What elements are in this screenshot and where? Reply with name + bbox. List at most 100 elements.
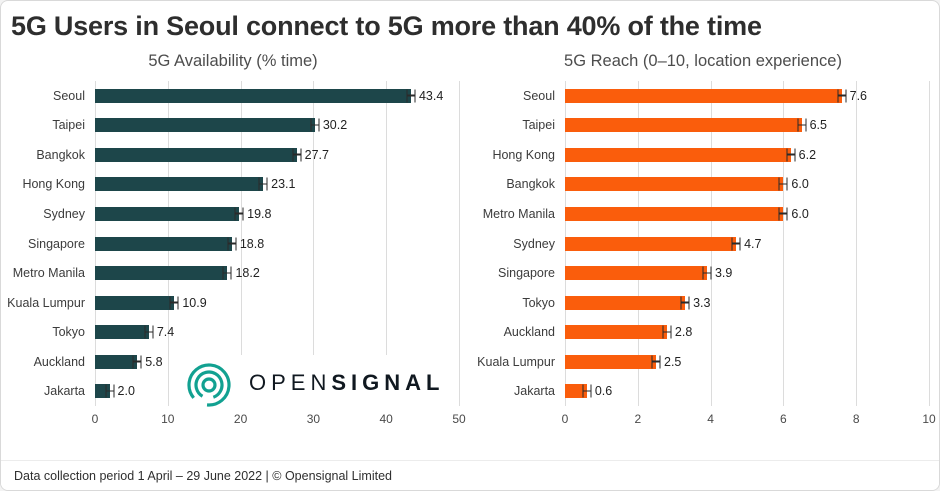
value-label: 23.1 bbox=[271, 177, 296, 192]
error-whisker bbox=[680, 296, 690, 310]
bar bbox=[95, 325, 149, 340]
x-axis: 0 2 4 6 8 10 bbox=[562, 412, 936, 432]
bar-row: 0.6 bbox=[565, 377, 929, 407]
gridline bbox=[459, 80, 460, 407]
x-axis: 0 10 20 30 40 50 bbox=[91, 412, 466, 432]
error-whisker bbox=[258, 177, 268, 191]
bar bbox=[95, 295, 175, 310]
error-whisker bbox=[778, 177, 788, 191]
bar bbox=[95, 354, 138, 369]
tick-label: 2 bbox=[634, 412, 642, 427]
bar-row: 7.6 bbox=[565, 81, 929, 111]
error-whisker bbox=[292, 148, 302, 162]
error-whisker bbox=[105, 384, 115, 398]
bar-row: 6.0 bbox=[565, 170, 929, 200]
value-label: 10.9 bbox=[182, 295, 207, 310]
opensignal-wordmark: OPENSIGNAL bbox=[249, 370, 444, 396]
category-label: Sydney bbox=[43, 206, 85, 221]
error-whisker bbox=[731, 237, 741, 251]
category-label: Kuala Lumpur bbox=[477, 354, 555, 369]
error-whisker bbox=[406, 89, 416, 103]
category-label: Bangkok bbox=[506, 177, 555, 192]
value-label: 5.8 bbox=[145, 354, 163, 369]
bar bbox=[565, 325, 667, 340]
bar bbox=[95, 147, 297, 162]
wordmark-signal: SIGNAL bbox=[331, 370, 445, 395]
page-title: 5G Users in Seoul connect to 5G more tha… bbox=[11, 11, 762, 41]
value-label: 27.7 bbox=[304, 147, 329, 162]
bar bbox=[95, 118, 315, 133]
category-labels: Seoul Taipei Bangkok Hong Kong Sydney Singapo… bbox=[7, 81, 95, 407]
gridline bbox=[856, 80, 858, 407]
bar bbox=[95, 206, 240, 221]
bar-row: 7.4 bbox=[95, 318, 459, 348]
tick-label: 0 bbox=[91, 412, 99, 427]
bar-row: 30.2 bbox=[95, 110, 459, 140]
footer: Data collection period 1 April – 29 June… bbox=[1, 460, 939, 490]
category-label: Metro Manila bbox=[482, 206, 555, 221]
category-label: Singapore bbox=[498, 266, 555, 281]
opensignal-logo: OPENSIGNAL bbox=[177, 355, 451, 411]
bar bbox=[565, 88, 842, 103]
gridline bbox=[240, 80, 242, 407]
category-label: Taipei bbox=[52, 118, 85, 133]
error-whisker bbox=[651, 355, 661, 369]
bar bbox=[95, 266, 228, 281]
gridline bbox=[313, 80, 315, 407]
bar bbox=[565, 295, 686, 310]
bar bbox=[95, 88, 411, 103]
error-whisker bbox=[786, 148, 796, 162]
category-label: Singapore bbox=[28, 236, 85, 251]
bar-row: 2.0 bbox=[95, 377, 459, 407]
value-label: 43.4 bbox=[418, 88, 444, 103]
charts-area: 5G Availability (% time) Seoul Taipei Bang… bbox=[1, 52, 939, 433]
gridline bbox=[386, 80, 388, 407]
bar bbox=[565, 177, 784, 192]
error-whisker bbox=[169, 296, 179, 310]
bar bbox=[565, 206, 784, 221]
bar-row: 6.5 bbox=[565, 110, 929, 140]
value-label: 2.8 bbox=[674, 325, 693, 340]
value-label: 0.6 bbox=[594, 384, 613, 399]
value-label: 7.6 bbox=[849, 88, 868, 103]
value-label: 7.4 bbox=[156, 325, 175, 340]
reach-chart-body: Seoul Taipei Hong Kong Bangkok Metro Manila S… bbox=[477, 80, 930, 407]
category-label: Auckland bbox=[503, 325, 555, 340]
category-label: Auckland bbox=[33, 354, 85, 369]
error-whisker bbox=[778, 207, 788, 221]
category-label: Bangkok bbox=[36, 147, 85, 162]
bar-row: 4.7 bbox=[565, 229, 929, 259]
error-whisker bbox=[662, 325, 672, 339]
bar-row: 5.8 bbox=[95, 347, 459, 377]
error-whisker bbox=[144, 325, 154, 339]
gridline bbox=[929, 80, 930, 407]
value-label: 19.8 bbox=[247, 206, 272, 221]
tick-label: 4 bbox=[707, 412, 714, 427]
bar bbox=[95, 177, 264, 192]
plot-area: 7.6 6.5 6.2 6.0 6.0 4.7 3.9 3.3 2.8 2.5 0.6 bbox=[565, 80, 930, 407]
bar-row: 2.5 bbox=[565, 347, 929, 377]
error-whisker bbox=[837, 89, 847, 103]
value-label: 6.5 bbox=[809, 118, 827, 133]
category-label: Jakarta bbox=[44, 384, 85, 399]
error-whisker bbox=[310, 118, 320, 132]
tick-label: 8 bbox=[852, 412, 860, 427]
plot-area: 43.4 30.2 27.7 23.1 19.8 18.8 18.2 10.9 7.4 5.8 2.… bbox=[95, 80, 460, 407]
tick-label: 10 bbox=[161, 412, 175, 427]
error-whisker bbox=[132, 355, 142, 369]
availability-chart: 5G Availability (% time) Seoul Taipei Bang… bbox=[7, 52, 466, 433]
value-label: 18.2 bbox=[235, 266, 260, 281]
bar-rows: 43.4 30.2 27.7 23.1 19.8 18.8 18.2 10.9 7.4 5.8 2.… bbox=[95, 81, 459, 407]
category-label: Tokyo bbox=[522, 295, 555, 310]
bar-row: 6.0 bbox=[565, 199, 929, 229]
bar-row: 27.7 bbox=[95, 140, 459, 170]
tick-label: 50 bbox=[452, 412, 466, 427]
value-label: 30.2 bbox=[322, 118, 348, 133]
category-label: Jakarta bbox=[514, 384, 555, 399]
category-label: Sydney bbox=[513, 236, 555, 251]
bar-row: 23.1 bbox=[95, 170, 459, 200]
bar bbox=[95, 236, 232, 251]
category-label: Hong Kong bbox=[22, 177, 85, 192]
bar bbox=[565, 118, 802, 133]
